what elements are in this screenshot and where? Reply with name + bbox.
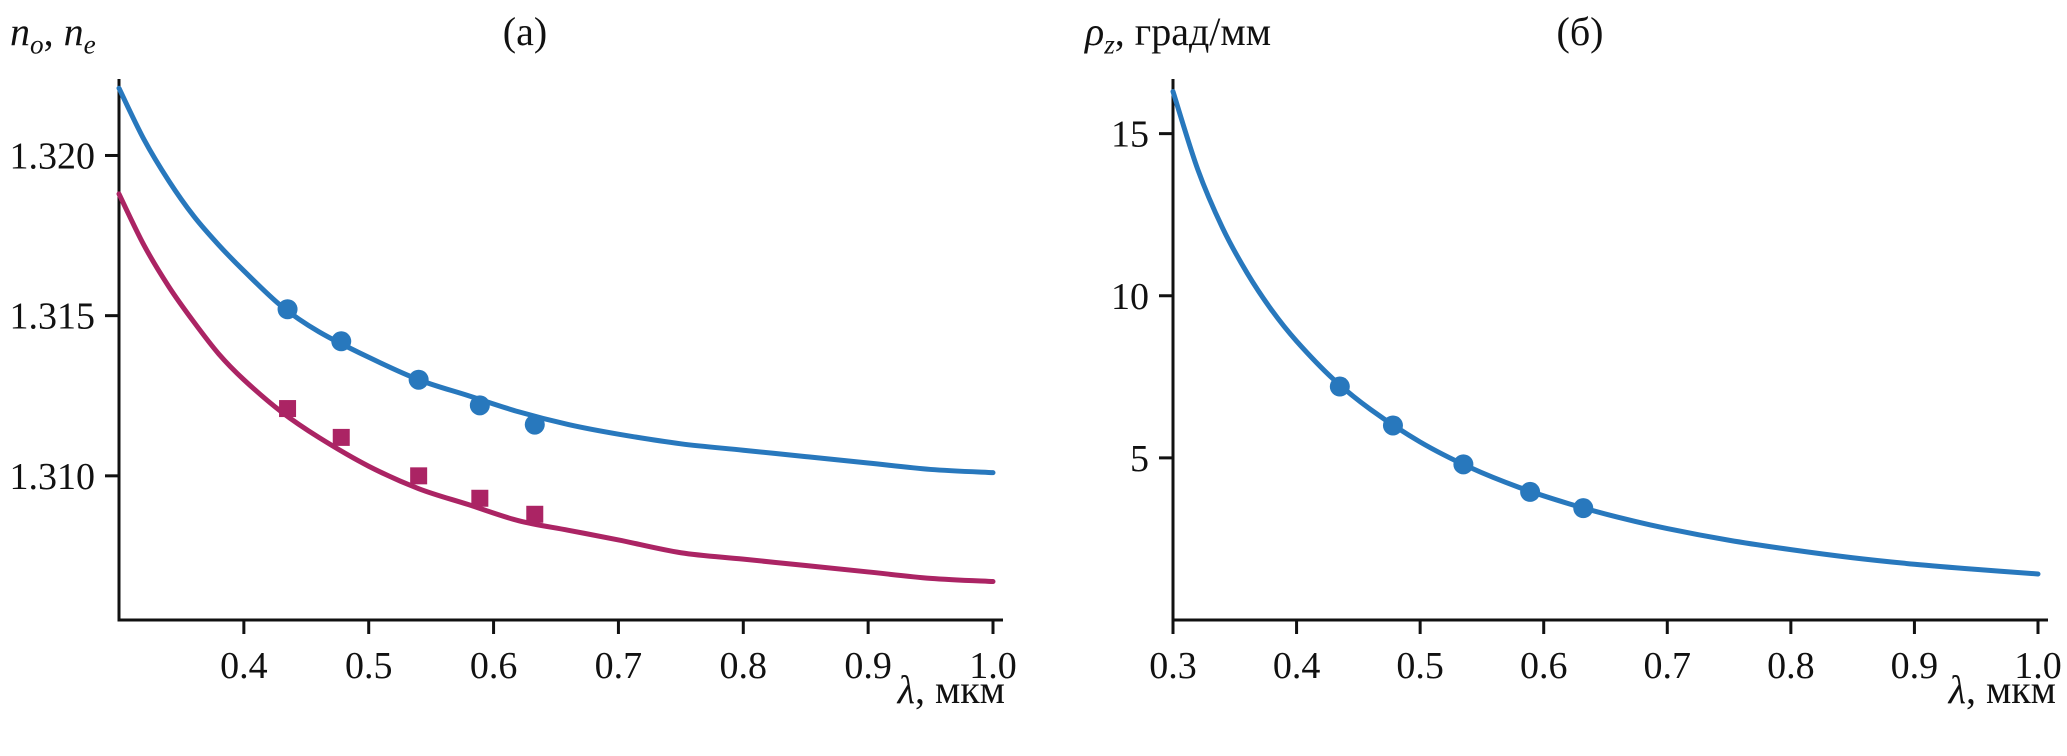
y-tick-label: 15 [1111,114,1149,156]
y-tick-label: 5 [1130,438,1149,480]
x-tick-label: 0.3 [1149,645,1197,687]
x-tick-label: 0.9 [844,645,892,687]
data-point-circle [469,395,490,416]
x-tick-label: 0.7 [595,645,643,687]
data-point-square [332,428,350,446]
x-tick-label: 0.4 [220,645,268,687]
axis-spines [117,79,1003,622]
y-tick-label: 10 [1111,276,1149,318]
label-run: , град/мм [1114,9,1272,54]
data-point-square [471,489,489,507]
label-run: z [1104,29,1115,60]
series-curve [116,191,996,585]
series-curve [1170,88,2041,577]
label-run: , [43,9,64,54]
chart-a: 0.4 0.5 0.6 0.7 0.8 0.9 1.0 1.310 1.315 1.320 [10,79,1017,687]
panel-a-x-axis-label: λ, мкм [780,666,1005,713]
data-point-circle [1453,454,1474,475]
x-tick-label: 0.8 [1767,645,1815,687]
x-tick-label: 0.5 [1396,645,1444,687]
x-tick-label: 0.6 [470,645,518,687]
x-tick-label: 0.7 [1644,645,1692,687]
y-tick-label: 1.310 [10,456,96,498]
chart-b: 0.3 0.4 0.5 0.6 0.7 0.8 0.9 1.0 5 10 15 [1111,79,2062,687]
label-run: , мкм [914,667,1005,712]
data-point-square [526,505,544,523]
data-point-circle [524,414,545,435]
x-tick-label: 0.9 [1891,645,1939,687]
panel-b-x-axis-label: λ, мкм [1828,666,2056,713]
data-point-circle [277,299,298,320]
label-run: n [10,9,30,54]
y-tick-label: 1.315 [10,296,96,338]
data-point-circle [331,331,352,352]
data-point-square [410,467,428,485]
label-run: λ [1948,667,1966,712]
x-tick-label: 0.5 [345,645,393,687]
label-run: e [83,29,96,60]
x-tick-label: 1.0 [969,645,1017,687]
label-run: n [63,9,84,54]
x-tick-label: 0.8 [720,645,768,687]
data-point-circle [1573,498,1594,519]
data-point-circle [408,369,429,390]
x-tick-label: 0.6 [1520,645,1568,687]
series-curve [116,85,996,476]
label-run: , мкм [1965,667,2056,712]
panel-b-y-axis-label: ρz, град/мм [1085,8,1271,61]
label-run: o [30,29,44,60]
x-tick-label: 0.4 [1273,645,1321,687]
data-point-circle [1520,481,1541,502]
label-run: ρ [1085,9,1105,54]
panel-a-title: (а) [502,9,548,54]
x-tick-label: 1.0 [2014,645,2062,687]
panel-a-y-axis-label: no, ne [10,8,96,61]
data-point-circle [1382,415,1403,436]
panel-b-title: (б) [1556,9,1604,54]
y-tick-label: 1.320 [10,135,96,177]
data-point-circle [1329,376,1350,397]
label-run: λ [897,667,915,712]
data-point-square [279,400,297,418]
